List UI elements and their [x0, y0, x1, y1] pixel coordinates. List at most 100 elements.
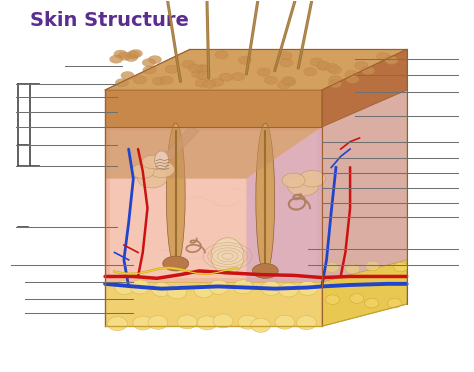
Ellipse shape — [202, 80, 216, 88]
Ellipse shape — [163, 256, 189, 271]
Ellipse shape — [355, 61, 368, 70]
Ellipse shape — [283, 78, 296, 86]
Ellipse shape — [198, 314, 218, 328]
Ellipse shape — [326, 296, 340, 305]
Ellipse shape — [260, 283, 280, 297]
Ellipse shape — [125, 54, 138, 62]
Ellipse shape — [254, 317, 273, 331]
Ellipse shape — [384, 55, 397, 64]
Polygon shape — [105, 90, 322, 127]
Ellipse shape — [264, 76, 277, 84]
Polygon shape — [105, 49, 407, 90]
Ellipse shape — [197, 71, 210, 80]
Ellipse shape — [387, 262, 401, 272]
Ellipse shape — [233, 318, 253, 332]
Ellipse shape — [195, 65, 208, 73]
Ellipse shape — [188, 64, 201, 72]
Ellipse shape — [127, 51, 140, 59]
Ellipse shape — [142, 155, 163, 169]
Ellipse shape — [329, 76, 342, 84]
Ellipse shape — [213, 285, 233, 298]
Ellipse shape — [324, 260, 338, 270]
Ellipse shape — [126, 316, 146, 330]
Ellipse shape — [214, 315, 234, 330]
Ellipse shape — [182, 60, 195, 68]
Ellipse shape — [238, 56, 252, 64]
Ellipse shape — [131, 164, 154, 179]
Ellipse shape — [110, 284, 130, 298]
Ellipse shape — [121, 71, 134, 80]
Ellipse shape — [256, 123, 275, 275]
Polygon shape — [105, 282, 322, 326]
Ellipse shape — [197, 65, 210, 73]
Ellipse shape — [282, 173, 305, 188]
Ellipse shape — [153, 280, 173, 294]
Ellipse shape — [346, 75, 359, 83]
Ellipse shape — [114, 50, 127, 58]
Ellipse shape — [191, 70, 205, 78]
Ellipse shape — [279, 52, 292, 60]
Ellipse shape — [252, 263, 278, 278]
Ellipse shape — [370, 294, 384, 303]
Ellipse shape — [153, 77, 166, 85]
Ellipse shape — [317, 61, 330, 69]
Ellipse shape — [348, 298, 363, 307]
Ellipse shape — [368, 264, 382, 274]
Ellipse shape — [385, 57, 398, 65]
Ellipse shape — [219, 73, 232, 81]
Ellipse shape — [303, 68, 317, 76]
Ellipse shape — [232, 280, 252, 294]
Ellipse shape — [118, 52, 131, 60]
Ellipse shape — [129, 49, 143, 58]
Ellipse shape — [149, 318, 169, 332]
Ellipse shape — [328, 80, 342, 88]
Polygon shape — [322, 49, 407, 127]
Ellipse shape — [282, 77, 295, 85]
Ellipse shape — [231, 73, 245, 81]
Ellipse shape — [160, 76, 173, 84]
Text: Skin Structure: Skin Structure — [30, 11, 189, 30]
Ellipse shape — [197, 285, 217, 299]
Ellipse shape — [165, 65, 178, 73]
Ellipse shape — [148, 55, 162, 64]
Ellipse shape — [299, 318, 319, 332]
Ellipse shape — [174, 315, 194, 329]
Polygon shape — [105, 127, 322, 179]
Ellipse shape — [376, 52, 390, 61]
Ellipse shape — [257, 68, 271, 76]
Ellipse shape — [133, 76, 146, 84]
Ellipse shape — [211, 238, 244, 275]
Polygon shape — [110, 131, 317, 278]
Ellipse shape — [317, 62, 330, 70]
Ellipse shape — [155, 151, 169, 169]
Ellipse shape — [277, 81, 291, 89]
Polygon shape — [322, 90, 407, 282]
Ellipse shape — [105, 313, 125, 327]
Ellipse shape — [279, 284, 298, 298]
Ellipse shape — [126, 284, 146, 298]
Ellipse shape — [195, 79, 208, 87]
Ellipse shape — [109, 55, 123, 63]
Ellipse shape — [345, 70, 358, 78]
Ellipse shape — [166, 123, 185, 267]
Ellipse shape — [280, 59, 293, 67]
Polygon shape — [246, 127, 322, 282]
Polygon shape — [322, 90, 407, 282]
Ellipse shape — [326, 64, 338, 72]
Polygon shape — [105, 127, 322, 282]
Ellipse shape — [300, 170, 325, 187]
Ellipse shape — [310, 58, 323, 66]
Ellipse shape — [172, 284, 191, 298]
Ellipse shape — [215, 51, 228, 59]
Ellipse shape — [210, 78, 224, 87]
Ellipse shape — [142, 58, 155, 67]
Ellipse shape — [149, 161, 174, 178]
Ellipse shape — [300, 282, 319, 296]
Ellipse shape — [347, 263, 361, 273]
Ellipse shape — [287, 176, 319, 196]
Polygon shape — [162, 127, 199, 160]
Ellipse shape — [272, 314, 292, 328]
Ellipse shape — [362, 67, 375, 75]
Ellipse shape — [137, 169, 167, 188]
Ellipse shape — [328, 66, 342, 74]
